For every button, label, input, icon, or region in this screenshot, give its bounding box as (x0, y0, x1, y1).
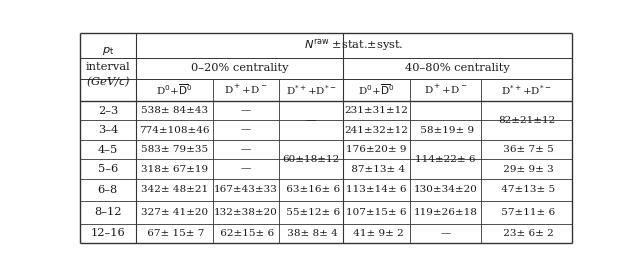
Text: —: — (240, 165, 251, 174)
Text: $p_{\rm t}$: $p_{\rm t}$ (102, 46, 114, 58)
Text: 107±15± 6: 107±15± 6 (346, 208, 407, 217)
Text: 0–20% centrality: 0–20% centrality (191, 63, 289, 73)
Text: —: — (240, 145, 251, 154)
Text: 60±18±12: 60±18±12 (282, 155, 340, 164)
Text: 3–4: 3–4 (98, 125, 118, 135)
Text: 318± 67±19: 318± 67±19 (141, 165, 208, 174)
Text: 6–8: 6–8 (98, 185, 118, 195)
Text: 5–6: 5–6 (98, 164, 118, 174)
Text: 327± 41±20: 327± 41±20 (141, 208, 208, 217)
Text: D$^0$+$\overline{\rm D}{}^0$: D$^0$+$\overline{\rm D}{}^0$ (156, 82, 193, 97)
Text: D$^+$+D$^-$: D$^+$+D$^-$ (224, 83, 268, 96)
Text: 167±43±33: 167±43±33 (214, 185, 278, 194)
Text: 47±13± 5: 47±13± 5 (498, 185, 555, 194)
Text: 57±11± 6: 57±11± 6 (498, 208, 555, 217)
Text: 342± 48±21: 342± 48±21 (141, 185, 208, 194)
Text: D$^{*+}$+D$^{*-}$: D$^{*+}$+D$^{*-}$ (286, 83, 336, 97)
Text: —: — (306, 116, 316, 125)
Text: —: — (240, 126, 251, 135)
Text: 87±13± 4: 87±13± 4 (348, 165, 405, 174)
Text: 538± 84±43: 538± 84±43 (141, 106, 208, 115)
Text: D$^{*+}$+D$^{*-}$: D$^{*+}$+D$^{*-}$ (501, 83, 552, 97)
Text: 113±14± 6: 113±14± 6 (346, 185, 407, 194)
Text: 12–16: 12–16 (90, 228, 125, 238)
Text: 62±15± 6: 62±15± 6 (218, 229, 274, 238)
Text: 4–5: 4–5 (98, 144, 118, 155)
Text: 774±108±46: 774±108±46 (139, 126, 210, 135)
Text: 114±22± 6: 114±22± 6 (415, 155, 476, 164)
Text: 36± 7± 5: 36± 7± 5 (500, 145, 554, 154)
Text: 8–12: 8–12 (94, 207, 121, 217)
Text: 38± 8± 4: 38± 8± 4 (284, 229, 338, 238)
Text: (GeV/$c$): (GeV/$c$) (86, 75, 130, 89)
Text: 67± 15± 7: 67± 15± 7 (144, 229, 205, 238)
Text: 176±20± 9: 176±20± 9 (346, 145, 407, 154)
Text: 40–80% centrality: 40–80% centrality (405, 63, 510, 73)
Text: 231±31±12: 231±31±12 (345, 106, 408, 115)
Text: 119±26±18: 119±26±18 (413, 208, 478, 217)
Text: 82±21±12: 82±21±12 (498, 116, 555, 125)
Text: —: — (440, 229, 451, 238)
Text: 241±32±12: 241±32±12 (345, 126, 408, 135)
Text: 2–3: 2–3 (98, 106, 118, 116)
Text: D$^+$+D$^-$: D$^+$+D$^-$ (424, 83, 467, 96)
Text: 29± 9± 3: 29± 9± 3 (500, 165, 554, 174)
Text: —: — (240, 106, 251, 115)
Text: 63±16± 6: 63±16± 6 (282, 185, 340, 194)
Text: 132±38±20: 132±38±20 (214, 208, 278, 217)
Text: interval: interval (85, 62, 130, 72)
Text: 55±12± 6: 55±12± 6 (282, 208, 340, 217)
Text: 58±19± 9: 58±19± 9 (417, 126, 474, 135)
Text: $N^{\rm raw}$ $\pm$stat.$\pm$syst.: $N^{\rm raw}$ $\pm$stat.$\pm$syst. (305, 38, 404, 53)
Text: 130±34±20: 130±34±20 (413, 185, 478, 194)
Text: 41± 9± 2: 41± 9± 2 (350, 229, 403, 238)
Text: 583± 79±35: 583± 79±35 (141, 145, 208, 154)
Text: D$^0$+$\overline{\rm D}{}^0$: D$^0$+$\overline{\rm D}{}^0$ (358, 82, 394, 97)
Text: 23± 6± 2: 23± 6± 2 (500, 229, 554, 238)
